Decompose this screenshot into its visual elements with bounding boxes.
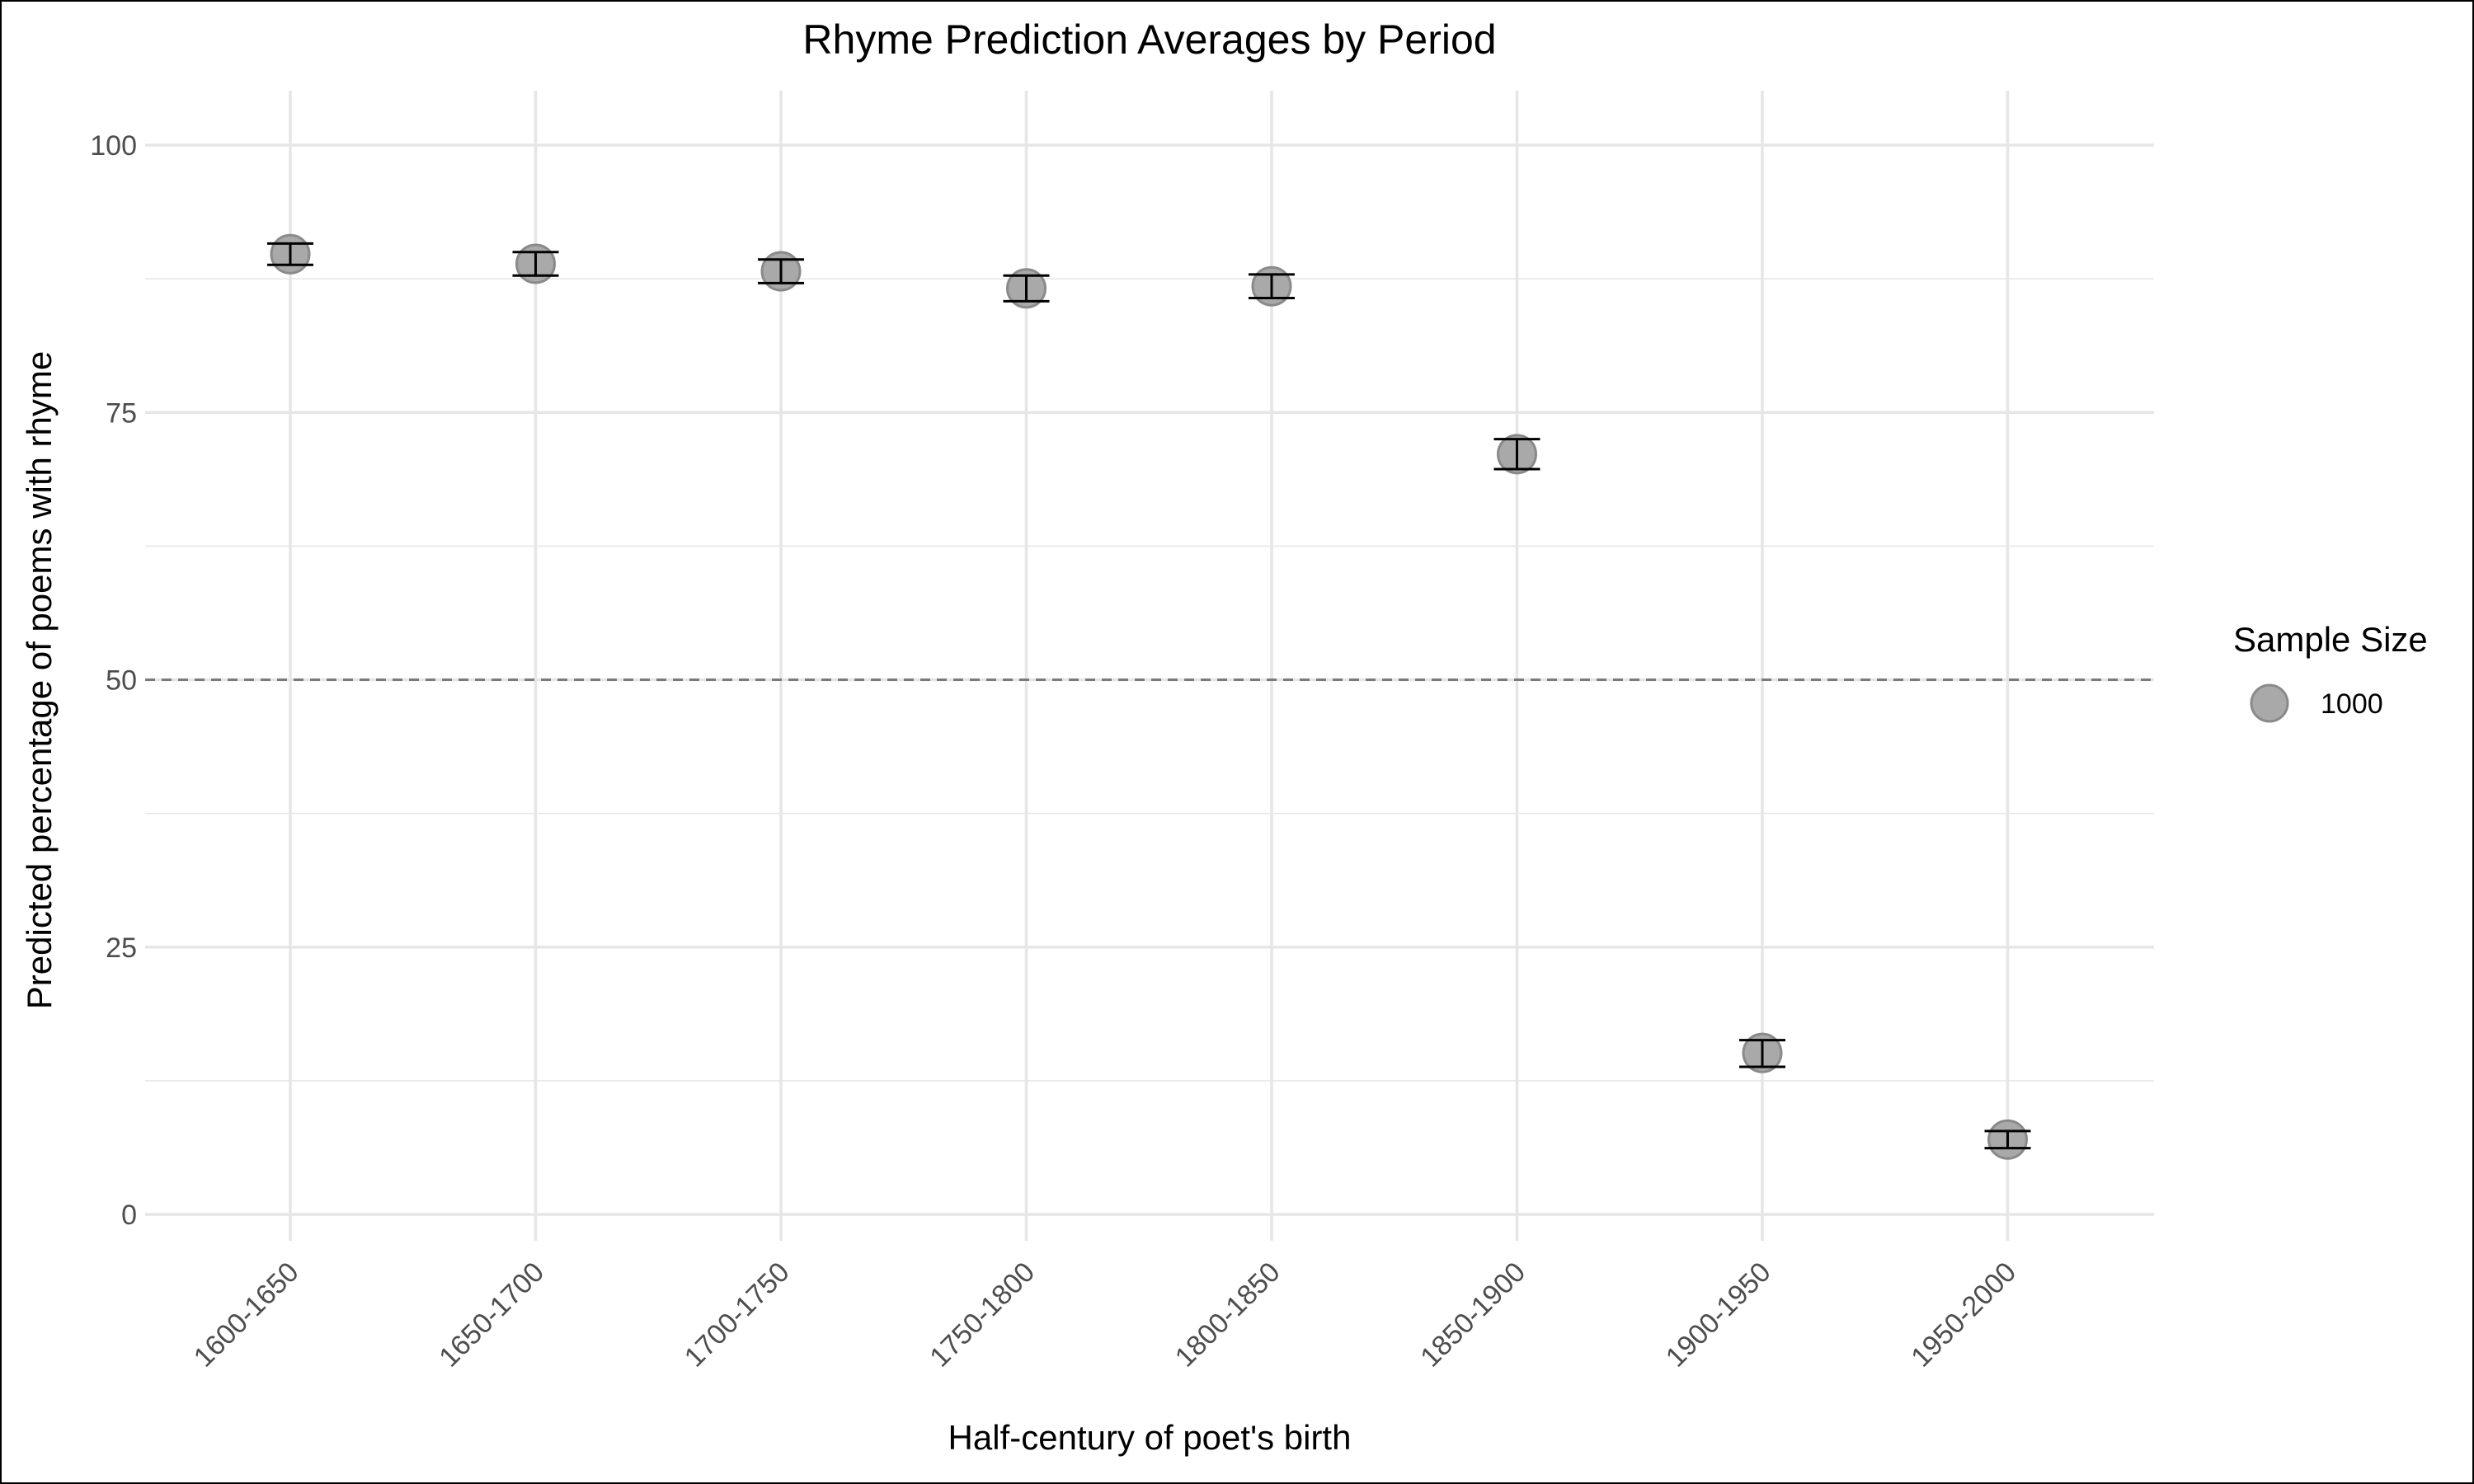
y-tick-label: 75	[106, 397, 137, 429]
y-tick-label: 0	[121, 1200, 137, 1231]
legend-label: 1000	[2321, 688, 2383, 720]
legend: Sample Size 1000	[2233, 620, 2428, 723]
x-axis-title: Half-century of poet's birth	[948, 1418, 1352, 1457]
marks-layer	[267, 233, 2031, 1160]
y-tick-label: 25	[106, 932, 137, 964]
y-axis-title: Predicted percentage of poems with rhyme	[20, 351, 59, 1009]
legend-key-circle	[2250, 683, 2289, 723]
legend-title: Sample Size	[2233, 620, 2428, 659]
y-axis-ticks: 0 25 50 75 100	[90, 130, 137, 1231]
chart-title: Rhyme Prediction Averages by Period	[802, 16, 1496, 63]
y-tick-label: 50	[106, 665, 137, 697]
y-tick-label: 100	[90, 130, 137, 162]
